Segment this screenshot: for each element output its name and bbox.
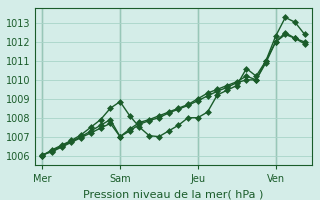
X-axis label: Pression niveau de la mer( hPa ): Pression niveau de la mer( hPa ) [83,190,264,200]
